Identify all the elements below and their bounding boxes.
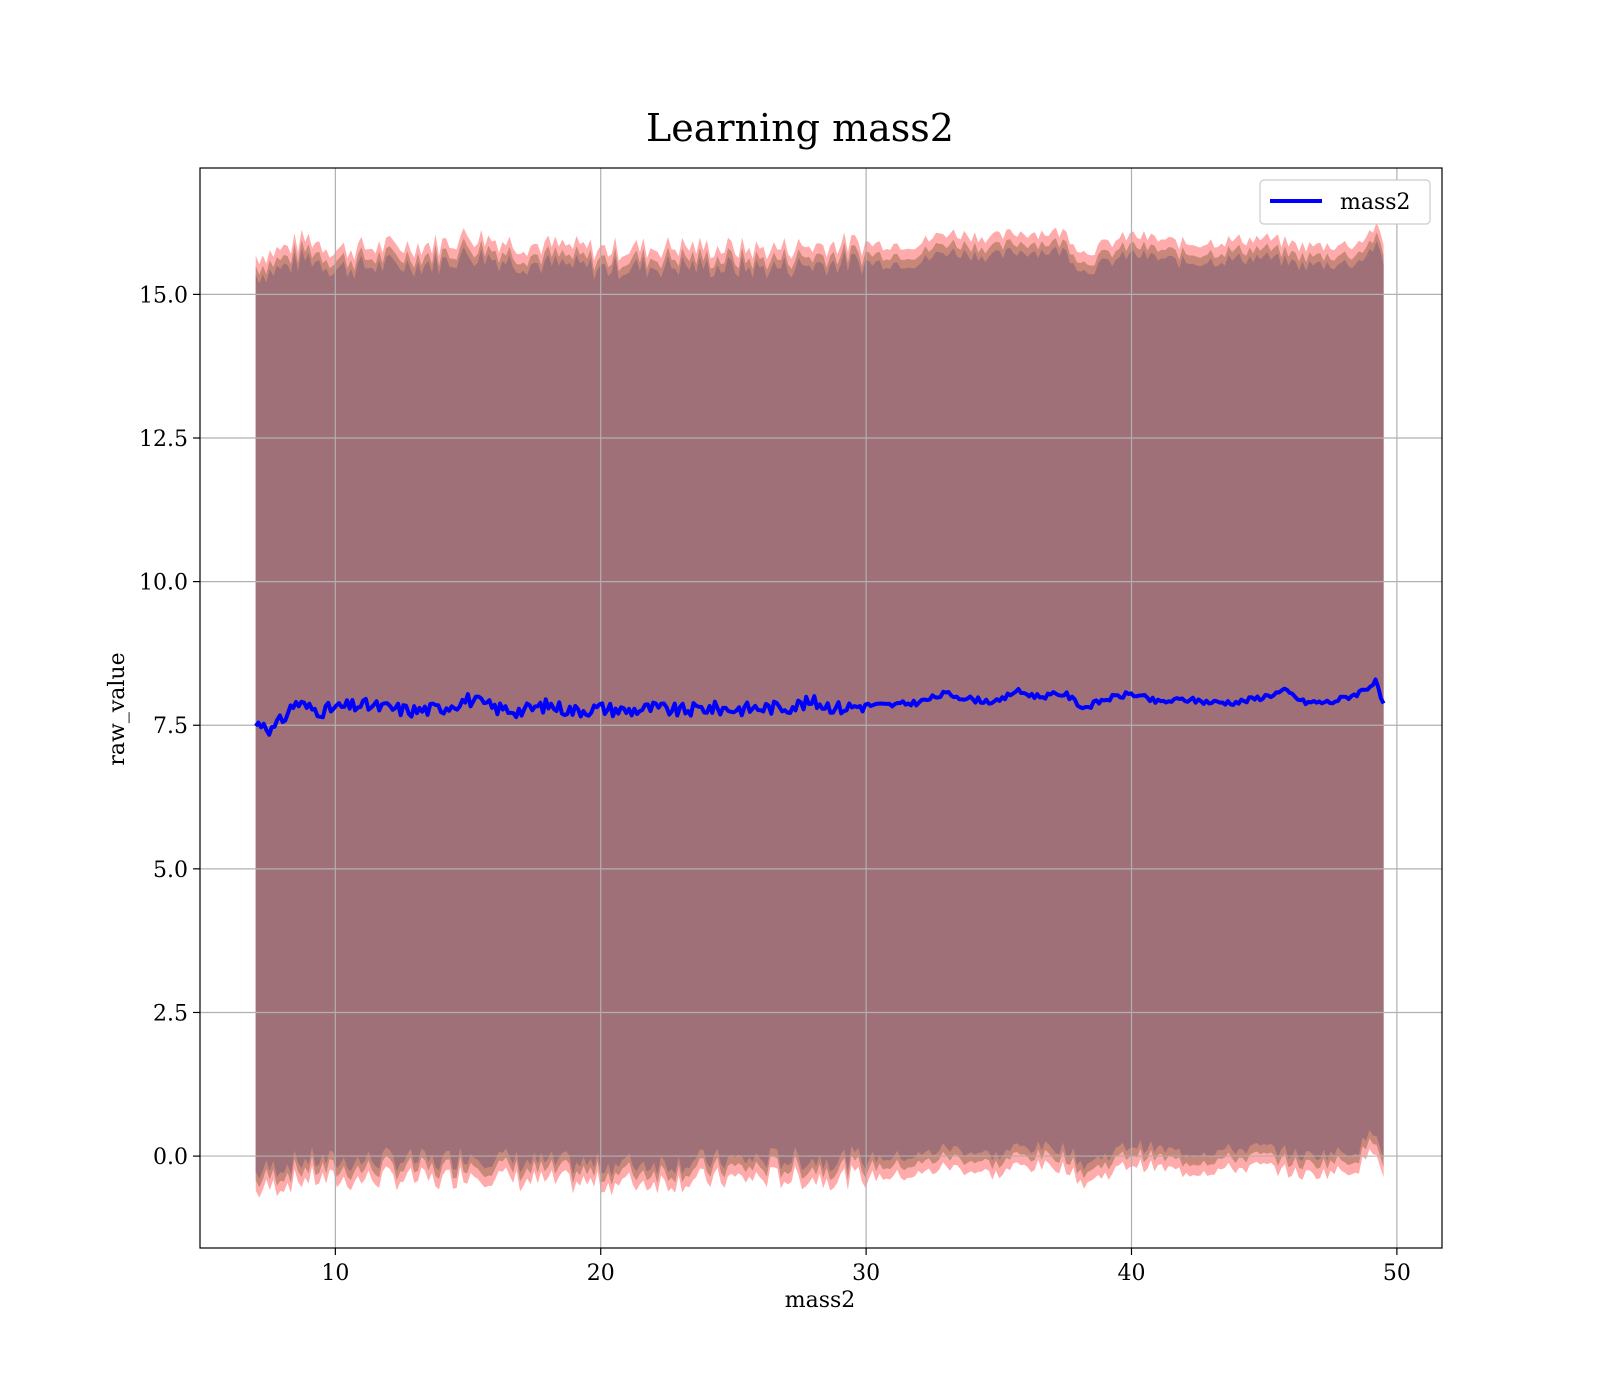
band-inner bbox=[255, 241, 1384, 1179]
y-tick-label-15.0: 15.0 bbox=[139, 283, 188, 308]
x-tick-label-20: 20 bbox=[587, 1261, 615, 1286]
series-line-mass2 bbox=[254, 677, 1386, 737]
y-axis-label: raw_value bbox=[105, 652, 130, 765]
legend: mass2 bbox=[1259, 179, 1431, 225]
y-tick-label-2.5: 2.5 bbox=[153, 1001, 188, 1026]
x-tick-label-10: 10 bbox=[321, 1261, 349, 1286]
y-tick-label-10.0: 10.0 bbox=[139, 571, 188, 596]
x-tick-label-40: 40 bbox=[1118, 1261, 1146, 1286]
y-tick-label-12.5: 12.5 bbox=[139, 427, 188, 452]
plot-frame bbox=[199, 167, 1443, 1249]
y-tick-label-7.5: 7.5 bbox=[153, 714, 188, 739]
y-tick-label-5.0: 5.0 bbox=[153, 858, 188, 883]
y-tick-label-0.0: 0.0 bbox=[153, 1145, 188, 1170]
x-tick-label-50: 50 bbox=[1383, 1261, 1411, 1286]
legend-label-mass2: mass2 bbox=[1340, 190, 1411, 215]
x-tick-label-30: 30 bbox=[852, 1261, 880, 1286]
chart-title: Learning mass2 bbox=[646, 106, 954, 150]
legend-box bbox=[1259, 179, 1431, 225]
x-axis-label: mass2 bbox=[785, 1288, 856, 1313]
plot-area: 10 20 30 40 50 0.0 2.5 5.0 7.5 10.0 12.5 15.0 bbox=[139, 167, 1443, 1286]
